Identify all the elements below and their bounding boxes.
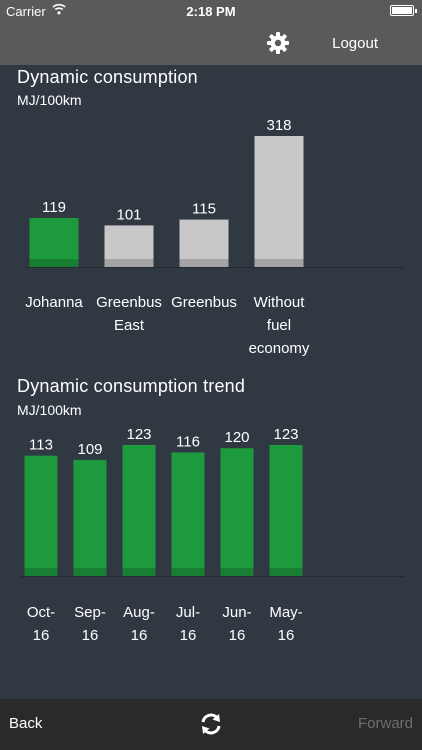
consumption-unit: MJ/100km [17, 92, 82, 108]
chart-bar [171, 452, 205, 576]
chart-value-label: 120 [224, 429, 249, 446]
chart-category-label: Without fuel economy [240, 291, 318, 360]
chart-value-label: 116 [176, 433, 200, 450]
logout-button[interactable]: Logout [332, 35, 378, 52]
chart-category-line: Aug- [123, 604, 155, 621]
chart-bar-base [122, 568, 156, 576]
chart-bar [220, 448, 254, 576]
chart-category-label: Sep- 16 [66, 601, 114, 647]
chart-bar [73, 459, 107, 576]
chart-category-label: Aug- 16 [115, 601, 163, 647]
chart-bar [269, 445, 303, 576]
chart-bar-base [220, 568, 254, 576]
chart-bar [122, 445, 156, 576]
chart-bar-base [29, 259, 79, 267]
chart-category-line: 16 [81, 627, 99, 644]
chart-category-line: Jun- [222, 604, 252, 621]
chart-category-line: 16 [179, 627, 197, 644]
chart-bar [29, 217, 79, 267]
wifi-icon [52, 3, 66, 15]
chart-category-line: East [113, 317, 144, 334]
chart-category-line: Greenbus [171, 294, 237, 311]
chart-value-label: 119 [42, 199, 66, 216]
navigation-bar: Logout [0, 22, 422, 65]
clock: 2:18 PM [186, 4, 236, 19]
chart-category-line: fuel [266, 317, 292, 334]
gear-icon[interactable] [266, 31, 290, 55]
consumption-bars: 119 101 115 318 [25, 117, 404, 268]
consumption-chart: 119 101 115 318 Johanna Greenbus East Greenbus… [0, 110, 422, 360]
chart-bar-base [104, 259, 154, 267]
chart-category-label: May- 16 [262, 601, 310, 647]
chart-category-line: 16 [130, 627, 148, 644]
chart-category-label: Oct- 16 [17, 601, 65, 647]
chart-category-line: Johanna [25, 294, 83, 311]
carrier-label: Carrier [6, 4, 46, 19]
trend-chart: 113 109 123 116 120 123 Oct- 16 Sep- 16 Aug- 16 Jul… [0, 418, 422, 648]
chart-category-line: Without [253, 294, 305, 311]
chart-category-label: Johanna [15, 291, 93, 314]
chart-category-line: 16 [277, 627, 295, 644]
chart-bar-base [269, 568, 303, 576]
bottom-toolbar: Back Forward [0, 699, 422, 750]
chart-bar-base [73, 568, 107, 576]
chart-category-line: Greenbus [96, 294, 162, 311]
consumption-title: Dynamic consumption [17, 67, 198, 87]
chart-category-line: 16 [228, 627, 246, 644]
chart-value-label: 123 [126, 426, 151, 443]
chart-category-line: May- [269, 604, 303, 621]
chart-category-label: Jul- 16 [164, 601, 212, 647]
chart-bar-base [171, 568, 205, 576]
chart-value-label: 318 [266, 117, 291, 134]
chart-value-label: 113 [29, 437, 53, 454]
trend-bars: 113 109 123 116 120 123 [20, 426, 404, 577]
chart-value-label: 109 [77, 441, 102, 458]
forward-button: Forward [357, 715, 413, 732]
chart-category-line: Jul- [175, 604, 201, 621]
chart-category-line: Oct- [26, 604, 56, 621]
chart-category-label: Jun- 16 [213, 601, 261, 647]
chart-bar [104, 225, 154, 267]
chart-category-label: Greenbus East [90, 291, 168, 337]
chart-bar-base [254, 259, 304, 267]
status-bar: Carrier 2:18 PM [0, 0, 422, 22]
chart-value-label: 101 [116, 206, 141, 223]
chart-category-label: Greenbus [165, 291, 243, 314]
trend-unit: MJ/100km [17, 402, 82, 418]
chart-bar [254, 136, 304, 267]
chart-bar-base [179, 259, 229, 267]
chart-bar [24, 455, 58, 576]
refresh-icon[interactable] [199, 712, 223, 736]
back-button[interactable]: Back [9, 715, 43, 732]
chart-value-label: 115 [192, 201, 216, 218]
battery-icon [390, 5, 417, 16]
chart-value-label: 123 [273, 426, 298, 443]
chart-category-line: 16 [32, 627, 50, 644]
trend-title: Dynamic consumption trend [17, 376, 246, 396]
chart-bar [179, 219, 229, 267]
chart-category-line: economy [248, 340, 310, 357]
chart-bar-base [24, 568, 58, 576]
chart-category-line: Sep- [74, 604, 106, 621]
